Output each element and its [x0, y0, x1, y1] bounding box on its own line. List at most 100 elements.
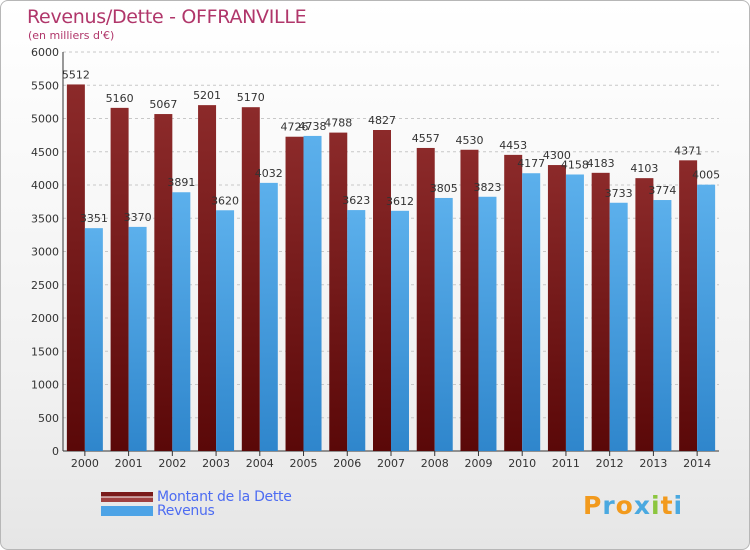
- legend-label-revenus: Revenus: [157, 503, 215, 519]
- bar-debt: [373, 130, 391, 451]
- bar-debt: [329, 132, 348, 451]
- legend-item-revenus: Revenus: [101, 503, 215, 519]
- data-label-revenus: 4005: [692, 169, 720, 182]
- data-label-revenus: 4032: [255, 167, 283, 180]
- y-tick-label: 5000: [31, 113, 59, 126]
- legend-label-debt: Montant de la Dette: [157, 489, 292, 505]
- x-tick-label: 2005: [290, 457, 318, 470]
- x-tick-label: 2009: [464, 457, 492, 470]
- bar-revenus: [478, 196, 497, 451]
- logo-letter: o: [615, 491, 634, 520]
- bar-revenus: [391, 210, 409, 451]
- data-label-debt: 4557: [412, 132, 440, 145]
- legend-swatch-revenus: [101, 506, 153, 516]
- bar-debt: [285, 136, 304, 451]
- y-tick-label: 4000: [31, 179, 59, 192]
- data-label-revenus: 4738: [299, 120, 327, 133]
- bar-revenus: [172, 192, 191, 451]
- bar-debt: [416, 147, 435, 451]
- logo-letter: P: [583, 491, 603, 520]
- logo-letter: i: [673, 491, 684, 520]
- data-label-revenus: 3623: [342, 194, 370, 207]
- data-label-revenus: 3620: [211, 194, 239, 207]
- data-label-debt: 5160: [106, 92, 134, 105]
- y-tick-label: 500: [38, 412, 59, 425]
- bar-debt: [66, 84, 85, 452]
- y-tick-label: 1500: [31, 345, 59, 358]
- proxiti-logo: Proxiti: [583, 491, 683, 520]
- bar-debt: [198, 105, 217, 452]
- legend-swatch-debt: [101, 492, 153, 502]
- x-tick-label: 2003: [202, 457, 230, 470]
- data-label-revenus: 3823: [473, 181, 501, 194]
- data-label-debt: 5512: [62, 68, 90, 81]
- x-tick-label: 2012: [596, 457, 624, 470]
- x-tick-label: 2007: [377, 457, 405, 470]
- y-tick-label: 1000: [31, 379, 59, 392]
- bar-debt: [241, 107, 260, 451]
- logo-letter: x: [633, 491, 651, 520]
- data-label-debt: 4788: [324, 117, 352, 130]
- bar-revenus: [697, 184, 716, 452]
- x-tick-label: 2004: [246, 457, 274, 470]
- bar-debt: [547, 165, 566, 452]
- bar-revenus: [128, 226, 147, 451]
- x-tick-label: 2014: [683, 457, 711, 470]
- data-label-debt: 4371: [674, 144, 702, 157]
- bar-revenus: [565, 174, 584, 452]
- bar-debt: [591, 172, 610, 451]
- bar-debt: [679, 160, 698, 452]
- x-tick-label: 2008: [421, 457, 449, 470]
- data-label-debt: 4453: [499, 139, 527, 152]
- y-tick-label: 2000: [31, 312, 59, 325]
- data-label-revenus: 4158: [561, 158, 589, 171]
- data-label-debt: 5067: [149, 98, 177, 111]
- y-tick-label: 5500: [31, 79, 59, 92]
- x-tick-label: 2002: [158, 457, 186, 470]
- bar-revenus: [522, 173, 541, 452]
- data-label-debt: 4103: [630, 162, 658, 175]
- chart-subtitle: (en milliers d'€): [28, 29, 115, 42]
- x-tick-label: 2006: [333, 457, 361, 470]
- logo-letter: i: [651, 491, 661, 520]
- data-label-debt: 4530: [455, 134, 483, 147]
- bar-debt: [635, 178, 654, 451]
- bar-revenus: [653, 200, 672, 451]
- data-label-revenus: 3370: [124, 211, 152, 224]
- x-tick-label: 2013: [639, 457, 667, 470]
- bar-debt: [110, 107, 129, 452]
- logo-letter: r: [602, 491, 616, 520]
- x-tick-label: 2011: [552, 457, 580, 470]
- data-label-debt: 4300: [543, 149, 571, 162]
- data-label-revenus: 3774: [648, 184, 676, 197]
- x-tick-label: 2010: [508, 457, 536, 470]
- bar-revenus: [259, 182, 278, 451]
- bar-revenus: [303, 135, 322, 451]
- bar-revenus: [347, 210, 366, 451]
- x-tick-label: 2000: [71, 457, 99, 470]
- data-label-revenus: 4177: [517, 157, 545, 170]
- y-tick-label: 3500: [31, 212, 59, 225]
- data-label-debt: 4827: [368, 114, 396, 127]
- data-label-revenus: 3351: [80, 212, 108, 225]
- y-tick-label: 4500: [31, 146, 59, 159]
- bar-revenus: [216, 210, 235, 451]
- bar-revenus: [84, 228, 103, 451]
- data-label-revenus: 3733: [605, 187, 633, 200]
- y-tick-label: 2500: [31, 279, 59, 292]
- data-label-debt: 4726: [281, 121, 309, 134]
- y-tick-label: 6000: [31, 46, 59, 59]
- data-label-debt: 5170: [237, 91, 265, 104]
- legend-item-debt: Montant de la Dette: [101, 489, 292, 505]
- data-label-revenus: 3612: [386, 195, 414, 208]
- bar-revenus: [434, 197, 453, 451]
- y-tick-label: 3000: [31, 246, 59, 259]
- bar-revenus: [609, 202, 628, 451]
- data-label-revenus: 3805: [430, 182, 458, 195]
- bar-debt: [460, 149, 479, 451]
- data-label-revenus: 3891: [167, 176, 195, 189]
- x-tick-label: 2001: [115, 457, 143, 470]
- chart-title: Revenus/Dette - OFFRANVILLE: [27, 6, 307, 28]
- bar-debt: [504, 154, 523, 452]
